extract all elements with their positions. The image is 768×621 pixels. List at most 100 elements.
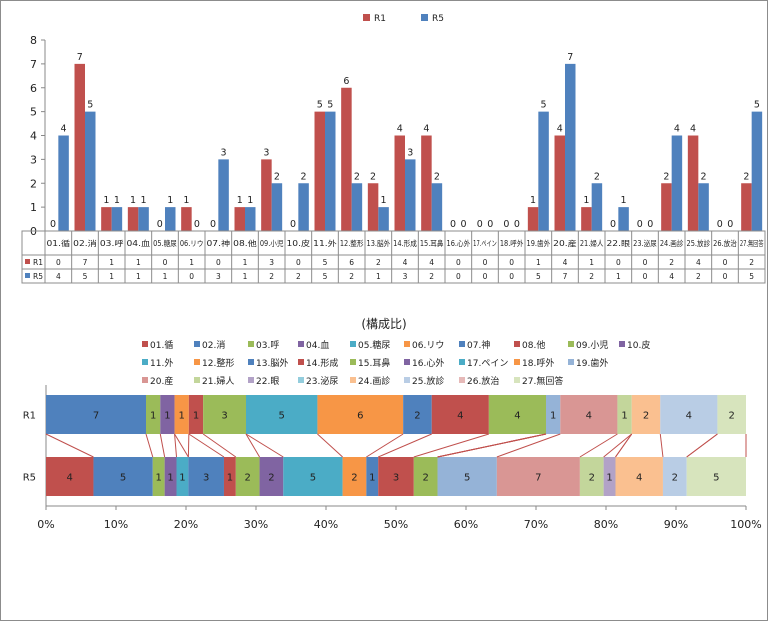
stacked-segment-r5 bbox=[164, 457, 177, 496]
segment-label-r1: 2 bbox=[729, 411, 735, 422]
y-tick-label: 2 bbox=[30, 177, 37, 190]
stacked-segment-r5 bbox=[235, 457, 260, 496]
stacked-segment-r5 bbox=[437, 457, 497, 496]
legend-label: 25.放診 bbox=[412, 375, 444, 387]
segment-label-r1: 4 bbox=[514, 411, 520, 422]
segment-label-r5: 1 bbox=[179, 473, 185, 484]
stacked-segment-r1 bbox=[660, 395, 718, 434]
table-cell-r5: 1 bbox=[243, 272, 248, 281]
segment-label-r5: 1 bbox=[167, 473, 173, 484]
category-label: 24.画診 bbox=[660, 238, 684, 248]
legend-label: 23.泌尿 bbox=[306, 375, 338, 387]
table-cell-r5: 2 bbox=[429, 272, 434, 281]
bar-r5 bbox=[271, 183, 283, 231]
data-label-r1: 0 bbox=[717, 219, 723, 230]
segment-label-r5: 4 bbox=[636, 473, 642, 484]
table-cell-r1: 0 bbox=[509, 258, 514, 267]
series-line bbox=[579, 433, 618, 458]
bar-r5 bbox=[298, 183, 309, 231]
data-label-r5: 0 bbox=[727, 219, 733, 230]
segment-label-r5: 3 bbox=[203, 473, 209, 484]
category-label: 22.眼 bbox=[607, 239, 631, 248]
table-cell-r5: 2 bbox=[696, 272, 701, 281]
stacked-segment-r5 bbox=[496, 457, 580, 496]
table-cell-r5: 5 bbox=[536, 272, 541, 281]
legend-label: 17.ペイン bbox=[467, 359, 508, 369]
stacked-segment-r5 bbox=[366, 457, 379, 496]
series-line bbox=[245, 433, 260, 458]
category-label: 05.糖尿 bbox=[153, 238, 177, 248]
stacked-segment-r5 bbox=[603, 457, 616, 496]
bar-r5 bbox=[378, 207, 389, 231]
table-cell-r5: 2 bbox=[269, 272, 274, 281]
data-label-r1: 0 bbox=[637, 219, 643, 230]
legend-swatch bbox=[568, 341, 574, 347]
bar-r1 bbox=[341, 87, 352, 231]
bar-r5 bbox=[618, 207, 629, 231]
legend-label: 06.リウ bbox=[412, 340, 444, 351]
segment-label-r5: 4 bbox=[67, 473, 73, 484]
data-label-r1: 1 bbox=[130, 195, 136, 206]
stacked-segment-r5 bbox=[176, 457, 189, 496]
bar-r1 bbox=[581, 207, 592, 231]
bar-r1 bbox=[687, 135, 699, 231]
table-cell-r5: 2 bbox=[349, 272, 354, 281]
legend-label: 13.脳外 bbox=[256, 357, 288, 369]
legend-label: 19.歯外 bbox=[576, 357, 608, 369]
legend-label: 20.産 bbox=[150, 375, 173, 387]
legend-swatch bbox=[248, 359, 254, 365]
stacked-segment-r1 bbox=[174, 395, 189, 434]
series-line bbox=[174, 433, 189, 458]
data-label-r1: 3 bbox=[263, 147, 269, 158]
table-cell-r5: 0 bbox=[483, 272, 488, 281]
legend-swatch bbox=[248, 377, 254, 383]
table-cell-r5: 5 bbox=[83, 272, 88, 281]
data-label-r1: 1 bbox=[530, 195, 536, 206]
data-label-r1: 4 bbox=[397, 124, 403, 135]
category-label: 16.心外 bbox=[447, 238, 471, 248]
legend-swatch bbox=[298, 341, 304, 347]
segment-label-r5: 2 bbox=[245, 473, 251, 484]
segment-label-r1: 2 bbox=[414, 411, 420, 422]
stacked-segment-r5 bbox=[46, 457, 94, 496]
legend-label: 02.消 bbox=[202, 339, 225, 351]
legend-swatch bbox=[404, 359, 410, 365]
bar-r1 bbox=[741, 183, 752, 231]
legend-label: 22.眼 bbox=[256, 376, 279, 387]
stacked-segment-r5 bbox=[188, 457, 224, 496]
segment-label-r5: 5 bbox=[310, 473, 316, 484]
legend-label: 09.小児 bbox=[576, 340, 608, 351]
segment-label-r1: 1 bbox=[193, 411, 199, 422]
x-tick-label: 0% bbox=[37, 518, 54, 531]
data-label-r5: 1 bbox=[621, 195, 627, 206]
table-cell-r5: 0 bbox=[643, 272, 648, 281]
legend-swatch bbox=[514, 377, 520, 383]
series-line bbox=[174, 433, 178, 458]
category-label: 04.血 bbox=[127, 238, 151, 248]
stacked-segment-r5 bbox=[413, 457, 438, 496]
segment-label-r5: 2 bbox=[589, 473, 595, 484]
legend-swatch bbox=[404, 341, 410, 347]
data-label-r5: 4 bbox=[61, 124, 67, 135]
segment-label-r5: 1 bbox=[369, 473, 375, 484]
table-cell-r1: 1 bbox=[109, 258, 114, 267]
series-line bbox=[45, 433, 94, 458]
series-line bbox=[659, 433, 664, 458]
legend-swatch bbox=[194, 341, 200, 347]
stacked-segment-r1 bbox=[717, 395, 746, 434]
table-cell-r5: 1 bbox=[136, 272, 141, 281]
table-cell-r1: 0 bbox=[616, 258, 621, 267]
table-cell-r5: 3 bbox=[216, 272, 221, 281]
bar-r5 bbox=[245, 207, 256, 231]
stacked-segment-r1 bbox=[403, 395, 432, 434]
bar-r1 bbox=[127, 207, 139, 231]
x-tick-label: 90% bbox=[664, 518, 688, 531]
series-line bbox=[378, 433, 432, 458]
table-row-label: R5 bbox=[33, 272, 43, 281]
legend-label: 26.放治 bbox=[467, 375, 499, 387]
data-label-r5: 4 bbox=[674, 124, 680, 135]
x-tick-label: 100% bbox=[730, 518, 761, 531]
series-line bbox=[437, 433, 547, 458]
segment-label-r1: 3 bbox=[221, 411, 227, 422]
series-line bbox=[202, 433, 237, 458]
